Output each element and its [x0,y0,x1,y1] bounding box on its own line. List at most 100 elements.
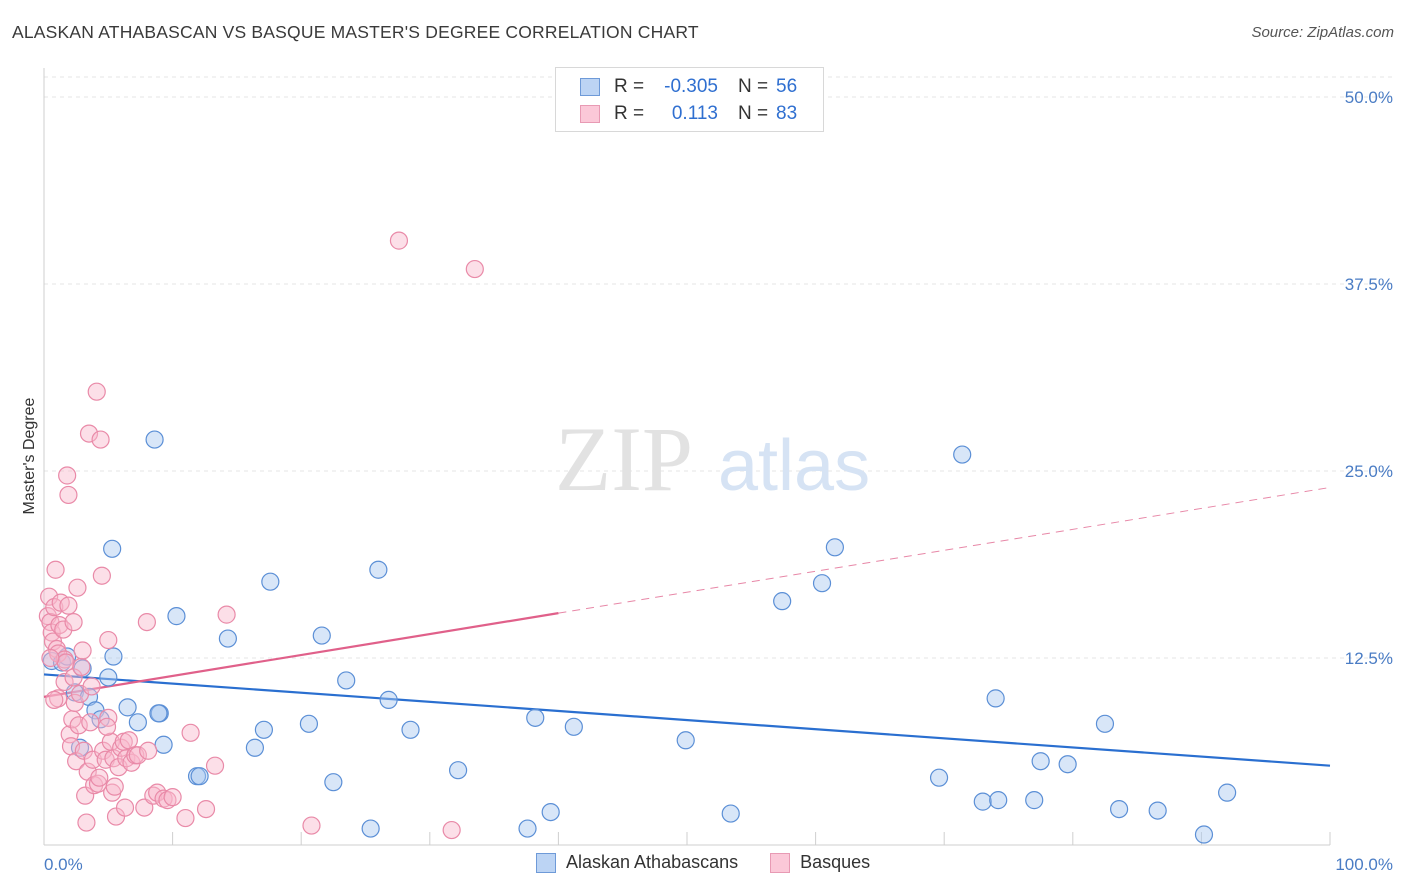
basque-point [64,612,83,632]
basque-point [99,630,118,650]
athabascan-point [149,704,168,723]
athabascan-point [1194,825,1214,844]
athabascan-point [145,430,164,449]
basque-point [465,259,484,279]
athabascan-point [773,592,792,611]
athabascan-point [361,819,380,838]
legend-swatch-athabascans [536,852,556,873]
athabascan-point [825,538,844,557]
basque-point [119,731,138,750]
trendline-basques-dashed [558,486,1331,614]
athabascan-point [154,735,173,754]
legend-row-basque: R = 0.113 N = 83 [580,102,797,126]
basque-point [90,768,109,787]
athabascan-point [564,717,583,736]
basque-point [55,650,74,669]
athabascan-point [190,767,209,786]
r-value: -0.305 [664,76,718,97]
x-tick-label: 100.0% [1335,855,1393,874]
basque-point [389,231,409,250]
athabascan-point [245,738,265,757]
basque-point [69,716,88,735]
basque-point [72,657,91,677]
basque-point [92,566,111,585]
athabascan-point [324,773,343,792]
trendline-basques-solid [43,612,559,698]
watermark-zip: ZIP [555,408,693,510]
athabascan-point [953,445,972,464]
n-value: 56 [776,76,798,97]
athabascan-point [104,647,123,666]
trendline-athabascans [43,673,1331,767]
legend-swatch-athabascan [580,78,600,96]
n-label: N = [738,76,769,97]
gridlines [44,76,1395,659]
athabascan-point [52,653,72,672]
basque-point [176,808,195,828]
athabascan-point [526,708,545,727]
athabascan-point [118,698,137,717]
basque-point [97,717,117,736]
basque-point [73,641,92,660]
source-label: Source: ZipAtlas.com [1251,24,1394,41]
basque-point [59,596,78,615]
basque-point [137,612,156,632]
athabascan-point [299,714,319,733]
athabascan-point [369,560,388,579]
y-tick-label: 12.5% [1345,649,1393,668]
basque-point [205,756,225,775]
athabascan-point [379,690,398,709]
basque-point [87,382,106,401]
watermark-atlas: atlas [718,426,870,506]
athabascan-point [1031,752,1050,771]
athabascan-point [1095,714,1115,733]
legend-label-basques: Basques [800,852,871,872]
athabascan-point [812,574,832,593]
basque-point [115,798,135,817]
athabascan-point [91,710,110,729]
athabascan-point [721,804,740,823]
basque-point [76,786,95,805]
legend-swatch-basques [770,852,791,873]
athabascan-point [312,626,331,645]
athabascan-point [1109,799,1129,819]
tick-labels: 12.5% 25.0% 37.5% 50.0% 0.0% 100.0% [44,88,1393,874]
athabascan-point [167,607,186,626]
athabascan-point [541,802,560,822]
athabascan-point [103,539,122,558]
chart-title: ALASKAN ATHABASCAN VS BASQUE MASTER'S DE… [12,22,699,42]
r-value: 0.113 [671,103,718,124]
basque-point [82,677,101,696]
basque-point [83,750,102,769]
watermark: ZIP atlas [555,408,870,510]
series-legend: Alaskan Athabascans Basques [536,852,902,873]
basque-point [105,777,124,796]
basque-point [45,690,64,709]
basque-point [77,813,96,832]
athabascan-point [1148,801,1167,820]
y-tick-label: 50.0% [1345,88,1393,107]
athabascan-point [973,792,992,811]
basque-point [59,485,78,505]
basque-point [442,820,461,840]
basque-point [46,560,65,579]
y-tick-label: 25.0% [1345,462,1393,481]
athabascan-point [218,629,237,648]
athabascan-point [676,731,695,750]
legend-swatch-basque [580,105,600,123]
basque-point [163,788,182,807]
athabascan-point [929,768,949,787]
athabascan-point [261,572,280,591]
basque-point [54,620,73,639]
athabascan-point [1025,791,1044,810]
axes [43,68,1331,846]
basque-point [128,746,147,765]
basque-point [91,430,110,449]
athabascan-point [518,819,537,838]
legend-item-athabascans: Alaskan Athabascans [536,852,738,873]
athabascan-point [337,671,356,690]
basque-point [181,723,200,742]
basque-point [56,653,75,672]
athabascan-point [1058,755,1077,774]
